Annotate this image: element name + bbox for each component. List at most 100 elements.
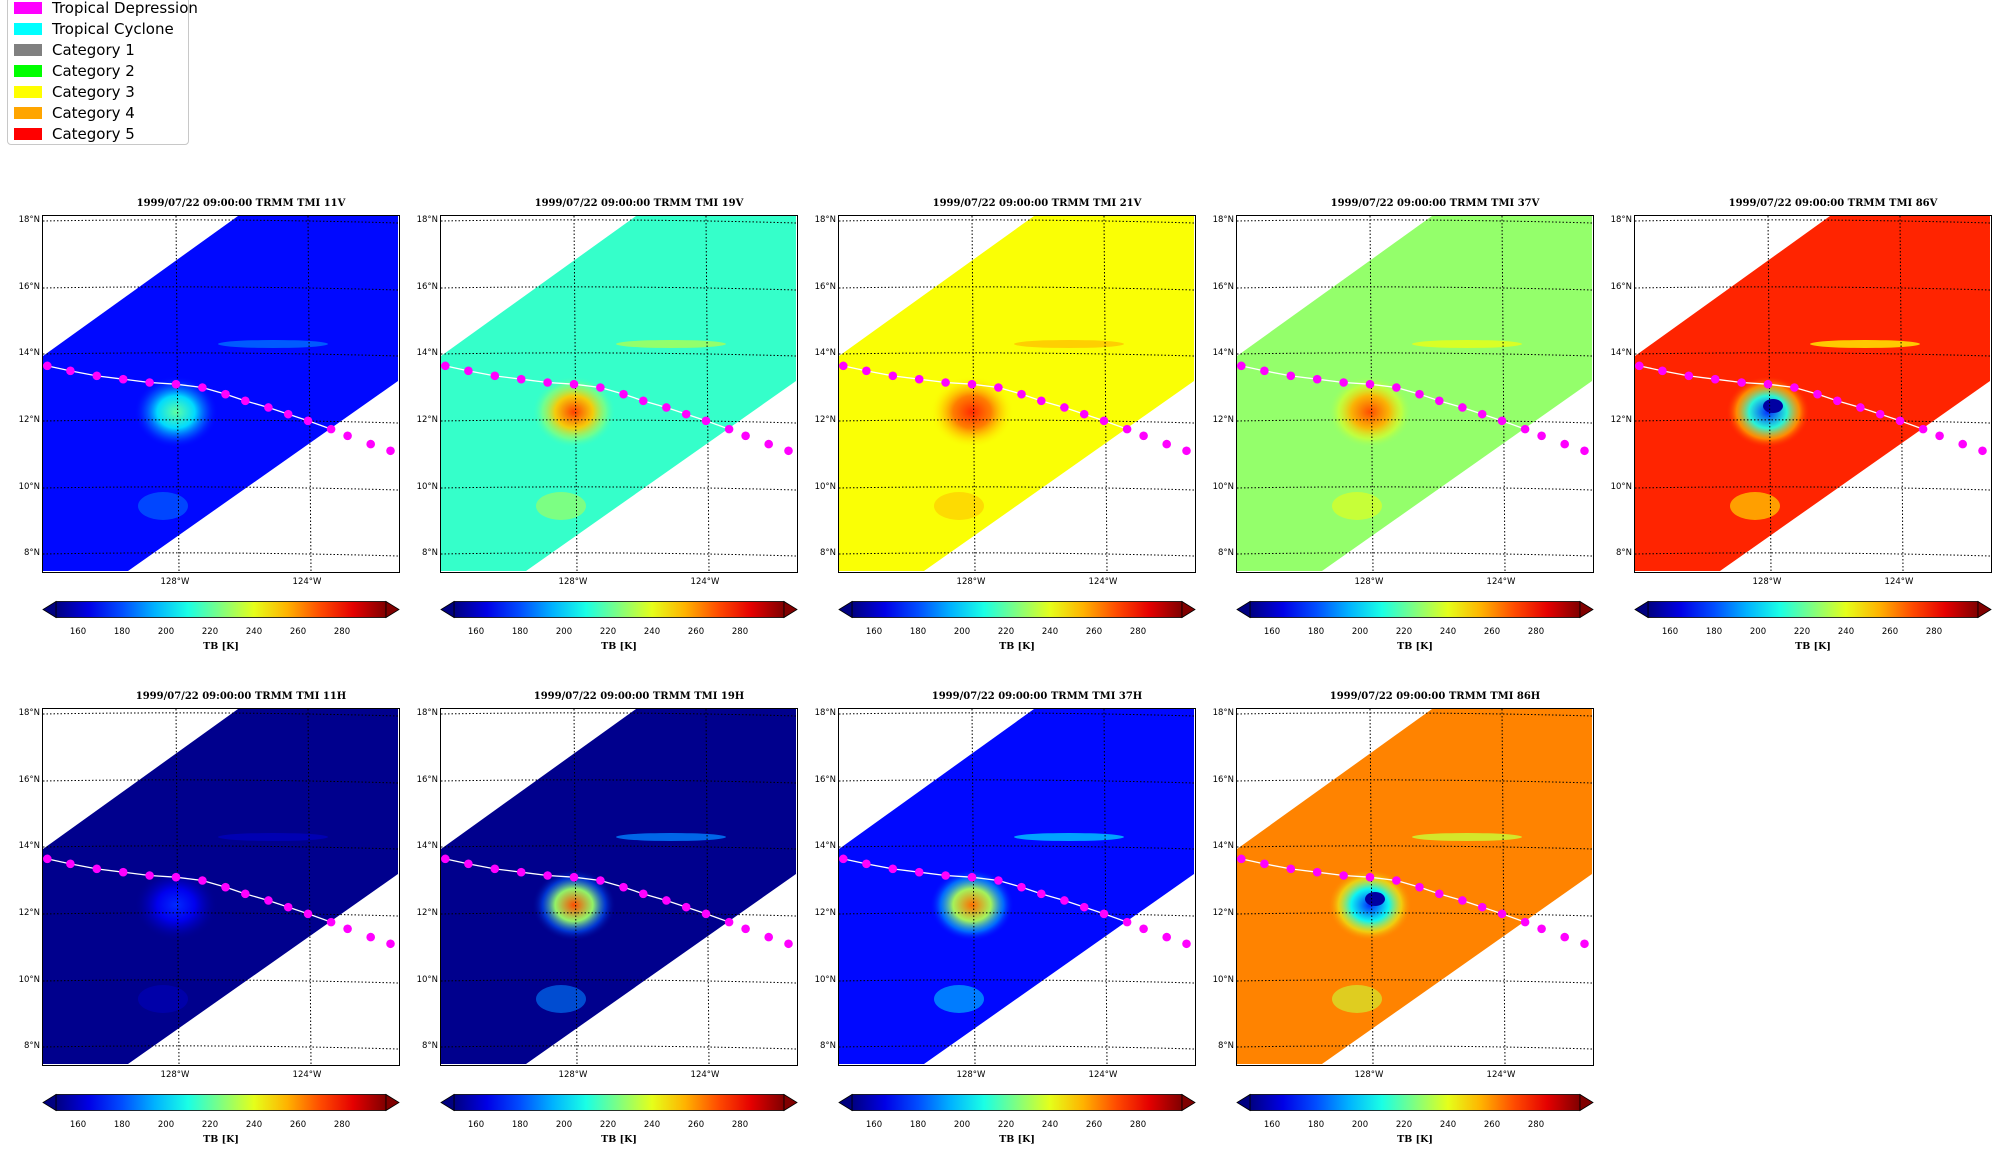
map-panel-86v: 1999/07/22 09:00:00 TRMM TMI 86V 18°N 16°… (1611, 198, 1998, 678)
track-point (1497, 416, 1507, 426)
track-point (1365, 379, 1375, 389)
latitude-label: 16°N (1212, 282, 1234, 292)
colorbar-tick-label: 240 (245, 627, 263, 637)
legend-item-tropical-depression: Tropical Depression (14, 0, 198, 18)
colorbar-tick-label: 260 (289, 627, 307, 637)
map-panel-19v: 1999/07/22 09:00:00 TRMM TMI 19V 18°N 16°… (417, 198, 840, 678)
colorbar-label: TB [K] (601, 1134, 637, 1145)
longitude-label: 128°W (558, 577, 588, 587)
colorbar-gradient (440, 1093, 798, 1112)
colorbar-tick-label: 220 (1793, 627, 1811, 637)
latitude-gridline (839, 979, 1194, 984)
latitude-label: 10°N (18, 975, 40, 985)
colorbar-extend-low (838, 1093, 853, 1112)
colorbar-label: TB [K] (1795, 641, 1831, 652)
storm-eye (1763, 399, 1783, 413)
colorbar-extend-high (385, 1093, 400, 1112)
track-point (1415, 389, 1424, 399)
track-point (66, 859, 75, 869)
swath-background (441, 216, 796, 571)
track-point (1710, 374, 1720, 384)
track-point (1790, 383, 1799, 392)
colorbar-label: TB [K] (999, 1134, 1035, 1145)
satellite-swath (1635, 216, 1990, 571)
latitude-gridline (1237, 352, 1592, 357)
colorbar-gradient (838, 1093, 1196, 1112)
track-point (764, 932, 773, 942)
storm-core (1328, 376, 1412, 448)
map-frame (440, 215, 798, 573)
latitude-label: 10°N (814, 482, 836, 492)
latitude-gridline (441, 712, 796, 717)
storm-core (930, 869, 1014, 941)
latitude-label: 8°N (421, 1041, 438, 1051)
colorbar-tick-label: 240 (1041, 627, 1059, 637)
latitude-label: 8°N (421, 548, 438, 558)
track-point (543, 871, 552, 880)
track-point (994, 383, 1003, 392)
track-point (862, 366, 871, 376)
track-point (221, 389, 230, 399)
legend-swatch (14, 2, 42, 14)
satellite-swath (1237, 216, 1592, 571)
colorbar-tick-label: 180 (1307, 1120, 1325, 1130)
satellite-swath (839, 709, 1194, 1064)
track-point (839, 361, 848, 371)
latitude-gridline (441, 219, 796, 224)
legend-swatch (14, 128, 42, 140)
colorbar-tick-label: 280 (731, 1120, 749, 1130)
colorbar-body (453, 601, 785, 618)
map-frame (42, 215, 400, 573)
latitude-label: 12°N (814, 415, 836, 425)
colorbar-extend-high (1579, 600, 1594, 619)
track-point (1339, 871, 1348, 880)
latitude-label: 10°N (416, 482, 438, 492)
track-point (145, 871, 154, 880)
colorbar-extend-low (42, 600, 57, 619)
track-point (1978, 446, 1987, 456)
track-point (784, 939, 793, 949)
track-point (221, 882, 230, 892)
panel-title: 1999/07/22 09:00:00 TRMM TMI 19V (534, 198, 744, 209)
panel-title: 1999/07/22 09:00:00 TRMM TMI 86V (1728, 198, 1938, 209)
colorbar-tick-label: 180 (909, 1120, 927, 1130)
latitude-label: 14°N (1212, 348, 1234, 358)
latitude-label: 12°N (1212, 415, 1234, 425)
colorbar (1634, 600, 1992, 619)
track-point (92, 864, 102, 874)
longitude-label: 128°W (1354, 577, 1384, 587)
track-point (1182, 446, 1191, 456)
colorbar-tick-label: 260 (1483, 1120, 1501, 1130)
legend-item-category-4: Category 4 (14, 103, 135, 123)
brightness-temperature-map (43, 216, 398, 571)
colorbar-tick-label: 220 (1395, 1120, 1413, 1130)
map-panel-86h: 1999/07/22 09:00:00 TRMM TMI 86H 18°N 16°… (1213, 691, 1636, 1171)
colorbar-tick-label: 240 (1837, 627, 1855, 637)
track-point (303, 416, 313, 426)
track-point (941, 871, 950, 880)
colorbar-tick-label: 220 (599, 1120, 617, 1130)
track-point (967, 379, 977, 389)
colorbar-extend-low (838, 600, 853, 619)
colorbar-tick-label: 180 (511, 627, 529, 637)
track-point (1875, 409, 1885, 419)
storm-core (532, 869, 616, 941)
rain-band (1332, 492, 1382, 520)
latitude-gridline (441, 352, 796, 357)
colorbar-body (851, 1094, 1183, 1111)
track-point (171, 379, 181, 389)
latitude-label: 12°N (416, 908, 438, 918)
track-point (543, 378, 552, 387)
track-point (1286, 864, 1296, 874)
track-point (1099, 909, 1109, 919)
track-point (43, 854, 52, 864)
track-point (619, 389, 628, 399)
latitude-gridline (1237, 712, 1592, 717)
track-point (283, 902, 293, 912)
swath-background (1237, 216, 1592, 571)
colorbar-tick-label: 200 (157, 627, 175, 637)
latitude-label: 18°N (1212, 708, 1234, 718)
longitude-label: 128°W (160, 577, 190, 587)
latitude-gridline (839, 219, 1194, 224)
latitude-gridline (1237, 552, 1592, 557)
